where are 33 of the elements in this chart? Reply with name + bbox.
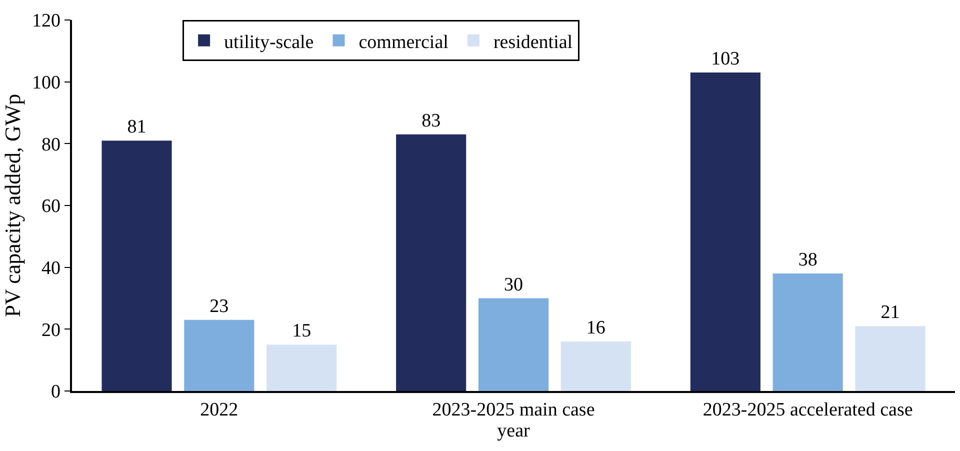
bar — [396, 134, 466, 391]
legend-label: utility-scale — [224, 32, 314, 53]
x-tick-label: 2023-2025 accelerated case — [702, 400, 913, 421]
y-tick-label: 80 — [41, 134, 60, 156]
data-label: 30 — [504, 274, 523, 296]
data-label: 81 — [127, 116, 146, 138]
bar — [184, 320, 254, 391]
data-label: 103 — [711, 48, 740, 70]
bar — [266, 344, 337, 391]
x-tick-label: 2022 — [200, 400, 238, 421]
data-label: 38 — [798, 250, 818, 271]
y-tick-label: 0 — [50, 382, 60, 403]
data-label: 23 — [210, 296, 229, 317]
bar — [560, 342, 631, 391]
data-label: 16 — [586, 318, 606, 339]
bar — [690, 72, 760, 391]
legend-label: residential — [493, 32, 573, 53]
y-tick-label: 20 — [41, 320, 60, 341]
data-label: 21 — [880, 302, 900, 324]
x-tick-label: 2023-2025 main case — [432, 400, 595, 421]
legend-label: commercial — [358, 32, 448, 53]
y-axis-title: PV capacity added, GWp — [0, 94, 25, 318]
data-label: 15 — [292, 320, 312, 342]
y-tick-label: 120 — [32, 10, 60, 32]
bar — [855, 326, 926, 391]
y-tick-label: 100 — [32, 72, 60, 94]
bar — [772, 274, 843, 391]
bar — [478, 298, 549, 391]
y-tick-label: 60 — [41, 196, 60, 218]
data-label: 83 — [422, 110, 441, 132]
bar — [102, 140, 172, 391]
x-axis-title: year — [497, 420, 531, 442]
y-tick-label: 40 — [41, 258, 60, 279]
